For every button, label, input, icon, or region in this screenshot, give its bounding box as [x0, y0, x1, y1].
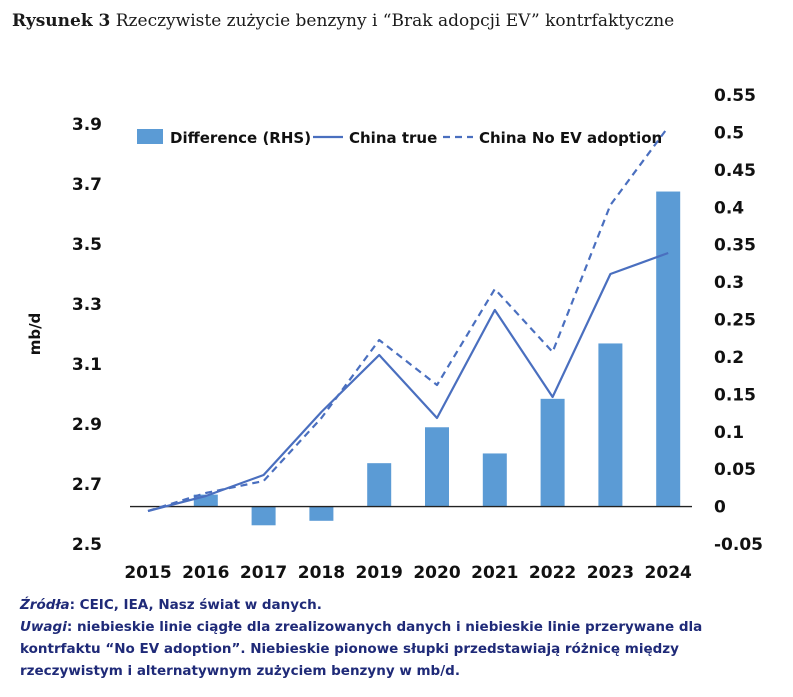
bar-2024: [656, 191, 681, 507]
y-axis-label: mb/d: [26, 313, 44, 356]
bar-2017: [251, 506, 276, 526]
right-tick-label: 0.15: [714, 385, 756, 405]
notes-label: Uwagi: [20, 619, 67, 635]
chart: 2.5 2.7 2.9 3.1 3.3 3.5 3.7 3.9 -0.05 0 0.05 0.1 0.…: [26, 86, 763, 583]
figure-title: Rysunek 3 Rzeczywiste zużycie benzyny i …: [12, 11, 674, 31]
x-tick-label: 2019: [356, 563, 403, 583]
bar-2022: [540, 398, 565, 507]
sources-text: : CEIC, IEA, Nasz świat w danych.: [69, 597, 322, 613]
left-tick-label: 3.5: [72, 235, 102, 255]
x-tick-label: 2021: [471, 563, 518, 583]
x-tick-label: 2023: [587, 563, 634, 583]
right-tick-label: 0.45: [714, 161, 756, 181]
left-tick-label: 3.9: [72, 115, 102, 135]
bar-2020: [425, 427, 449, 507]
x-tick-label: 2022: [529, 563, 576, 583]
x-tick-label: 2015: [124, 563, 171, 583]
bars-group: [193, 191, 681, 526]
bar-2016: [193, 494, 218, 507]
figure-title-text: Rzeczywiste zużycie benzyny i “Brak adop…: [115, 11, 675, 31]
bar-2023: [598, 343, 623, 507]
x-tick-label: 2020: [413, 563, 460, 583]
left-tick-label: 2.9: [72, 415, 102, 435]
right-tick-label: 0.2: [714, 348, 744, 368]
legend-label-china-true: China true: [349, 129, 437, 147]
notes-line: Uwagi: niebieskie linie ciągłe dla zreal…: [20, 616, 760, 682]
bar-2019: [367, 463, 392, 507]
notes-text: : niebieskie linie ciągłe dla zrealizowa…: [20, 619, 703, 679]
left-tick-label: 3.7: [72, 175, 102, 195]
left-tick-label: 3.3: [72, 295, 102, 315]
sources-label: Źródła: [20, 597, 70, 613]
x-tick-label: 2017: [240, 563, 287, 583]
sources-line: Źródła: CEIC, IEA, Nasz świat w danych.: [20, 594, 760, 616]
left-tick-label: 3.1: [72, 355, 102, 375]
right-tick-label: 0.05: [714, 460, 756, 480]
legend-label-difference: Difference (RHS): [170, 129, 311, 147]
line-china-true: [147, 251, 669, 513]
right-tick-label: 0.55: [714, 86, 756, 106]
right-tick-label: 0.25: [714, 311, 756, 331]
figure-notes: Źródła: CEIC, IEA, Nasz świat w danych. …: [20, 594, 760, 682]
x-tick-label: 2024: [645, 563, 692, 583]
figure-label: Rysunek 3: [12, 11, 111, 31]
bar-2018: [309, 506, 334, 521]
legend-swatch-difference: [137, 129, 163, 144]
right-tick-label: 0: [714, 498, 726, 518]
legend-label-china-no-ev: China No EV adoption: [479, 129, 662, 147]
left-axis-ticks: 2.5 2.7 2.9 3.1 3.3 3.5 3.7 3.9: [72, 115, 102, 555]
bar-2021: [482, 453, 507, 507]
right-tick-label: 0.3: [714, 273, 744, 293]
x-tick-label: 2018: [298, 563, 345, 583]
left-tick-label: 2.5: [72, 535, 102, 555]
line-china-no-ev: [147, 126, 670, 513]
legend: Difference (RHS) China true China No EV ad…: [137, 129, 662, 147]
x-tick-label: 2016: [182, 563, 229, 583]
right-tick-label: 0.4: [714, 198, 744, 218]
right-axis-ticks: -0.05 0 0.05 0.1 0.15 0.2 0.25 0.3 0.35 0.4 0.45 0.…: [714, 86, 763, 555]
lines-group: [147, 126, 670, 513]
left-tick-label: 2.7: [72, 475, 102, 495]
right-tick-label: 0.1: [714, 423, 744, 443]
x-axis-ticks: 2015 2016 2017 2018 2019 2020 2021 2022 2023 2024: [124, 563, 692, 583]
right-tick-label: -0.05: [714, 535, 763, 555]
right-tick-label: 0.35: [714, 236, 756, 256]
right-tick-label: 0.5: [714, 123, 744, 143]
